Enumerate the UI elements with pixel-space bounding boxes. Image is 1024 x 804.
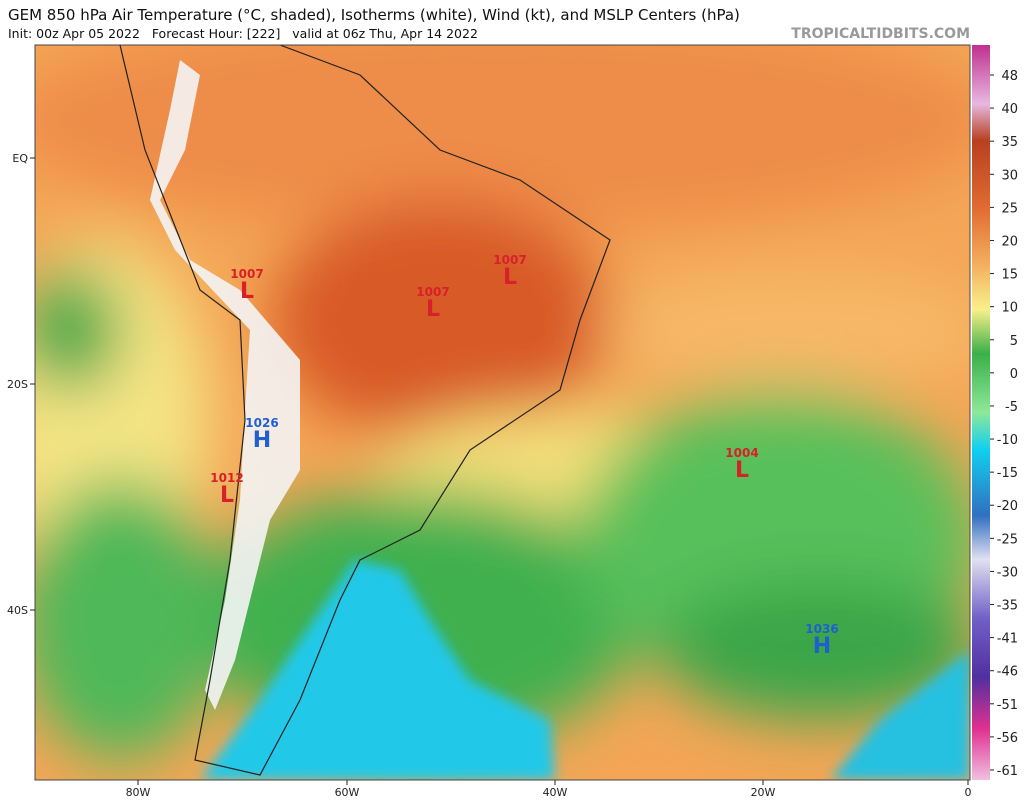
map-frame: [34, 44, 971, 781]
lat-label: 20S: [7, 378, 28, 391]
colorbar-label: -15: [997, 466, 1018, 481]
center-value: 1036: [805, 622, 838, 636]
center-value: 1026: [245, 416, 278, 430]
colorbar-label: 30: [1001, 168, 1018, 183]
colorbar-label: 35: [1001, 135, 1018, 150]
colorbar-label: -41: [997, 632, 1018, 647]
center-letter: H: [253, 428, 271, 453]
colorbar-label: 48: [1001, 69, 1018, 84]
center-letter: L: [426, 297, 440, 322]
colorbar-label: -51: [997, 698, 1018, 713]
lon-label: 0: [965, 786, 972, 799]
colorbar-label: 15: [1001, 268, 1018, 283]
center-value: 1012: [210, 471, 243, 485]
center-letter: H: [813, 634, 831, 659]
lat-label: 40S: [7, 604, 28, 617]
center-value: 1007: [416, 285, 449, 299]
colorbar-label: -5: [1005, 400, 1018, 415]
center-letter: L: [503, 265, 517, 290]
colorbar-label: 0: [1010, 367, 1018, 382]
map: [35, 45, 970, 780]
lon-label: 60W: [335, 786, 360, 799]
center-letter: L: [735, 458, 749, 483]
colorbar-label: -56: [997, 731, 1018, 746]
colorbar-label: 10: [1001, 301, 1018, 316]
colorbar-label: 25: [1001, 201, 1018, 216]
lon-label: 80W: [126, 786, 151, 799]
colorbar-label: -35: [997, 599, 1018, 614]
center-value: 1007: [493, 253, 526, 267]
colorbar-label: -20: [997, 499, 1018, 514]
subtitle: Init: 00z Apr 05 2022 Forecast Hour: [22…: [8, 26, 478, 41]
center-value: 1004: [725, 446, 758, 460]
center-value: 1007: [230, 267, 263, 281]
center-letter: L: [220, 483, 234, 508]
colorbar-label: 20: [1001, 234, 1018, 249]
colorbar-label: -25: [997, 532, 1018, 547]
colorbar-label: 40: [1001, 102, 1018, 117]
watermark: TROPICALTIDBITS.COM: [791, 26, 970, 42]
colorbar-label: -61: [997, 764, 1018, 779]
center-letter: L: [240, 279, 254, 304]
colorbar-label: -10: [997, 433, 1018, 448]
lon-label: 20W: [751, 786, 776, 799]
title: GEM 850 hPa Air Temperature (°C, shaded)…: [8, 6, 740, 24]
colorbar-label: 5: [1010, 334, 1018, 349]
lat-label: EQ: [12, 152, 28, 165]
lon-label: 40W: [543, 786, 568, 799]
colorbar-label: -46: [997, 665, 1018, 680]
colorbar: [972, 45, 990, 780]
colorbar-label: -30: [997, 565, 1018, 580]
